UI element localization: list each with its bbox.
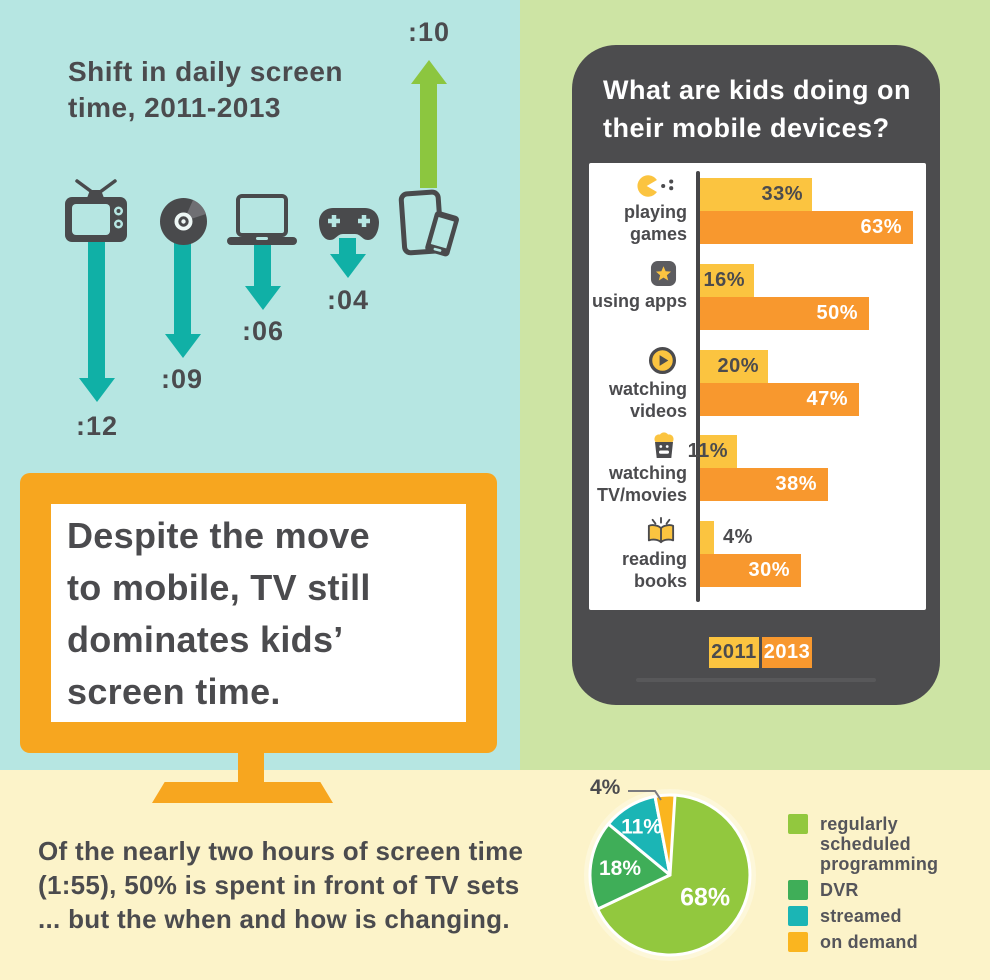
legend-item-dvr: DVR bbox=[788, 880, 988, 900]
tv-icon bbox=[65, 179, 127, 242]
tv-stand-base bbox=[152, 782, 333, 803]
tv-stand bbox=[238, 750, 264, 784]
bar-value: 47% bbox=[806, 388, 848, 410]
legend-label: streamed bbox=[820, 906, 902, 926]
dvd-change-label: :09 bbox=[160, 364, 204, 394]
book-icon bbox=[647, 517, 675, 544]
legend-swatch bbox=[788, 932, 808, 952]
row-meta: watching TV/movies bbox=[589, 431, 687, 506]
row-meta: using apps bbox=[589, 260, 687, 312]
mobile-chart-title: What are kids doing on their mobile devi… bbox=[603, 75, 912, 143]
activity-label: using apps bbox=[591, 291, 687, 311]
activity-label: watching TV/movies bbox=[596, 463, 687, 505]
tv-change-label: :12 bbox=[75, 411, 119, 441]
bar-value: 20% bbox=[717, 355, 759, 377]
legend-swatch bbox=[788, 880, 808, 900]
dvd-disc-icon bbox=[160, 198, 207, 245]
popcorn-icon bbox=[654, 432, 674, 458]
bar-value: 11% bbox=[687, 440, 728, 462]
legend-chip-2011: 2011 bbox=[709, 637, 759, 668]
row-meta: watching videos bbox=[589, 346, 687, 422]
decrease-arrow-games bbox=[329, 238, 366, 278]
pie-leader-line bbox=[628, 790, 662, 801]
bar-value: 38% bbox=[775, 473, 817, 495]
pie-value-label: 11% bbox=[621, 815, 662, 838]
bar-value: 50% bbox=[816, 302, 858, 324]
bar-value: 33% bbox=[761, 183, 803, 205]
bar-2011-using-apps: 16% bbox=[700, 264, 754, 297]
row-reading-books: reading books 4% 30% bbox=[589, 517, 926, 591]
pie-legend: regularly scheduled programming DVR stre… bbox=[788, 814, 988, 958]
legend-item-regular-programming: regularly scheduled programming bbox=[788, 814, 988, 874]
row-meta: reading books bbox=[589, 517, 687, 592]
phone-home-bar bbox=[636, 678, 876, 682]
bar-value: 16% bbox=[703, 269, 745, 291]
row-using-apps: using apps 16% 50% bbox=[589, 260, 926, 330]
laptop-change-label: :06 bbox=[241, 316, 285, 346]
bar-2011-reading-books: 4% bbox=[700, 521, 752, 554]
laptop-icon bbox=[227, 194, 297, 245]
bar-value: 63% bbox=[860, 216, 902, 238]
decrease-arrow-laptop bbox=[244, 236, 281, 310]
increase-arrow-mobile bbox=[410, 60, 447, 188]
chart-axis bbox=[696, 171, 700, 602]
pie-on-demand-label: 4% bbox=[590, 776, 621, 799]
tv-callout-frame: Despite the move to mobile, TV still dom… bbox=[20, 473, 497, 753]
pacman-icon bbox=[637, 175, 674, 197]
row-watching-tv-movies: watching TV/movies 11% 38% bbox=[589, 432, 926, 505]
legend-chip-2013: 2013 bbox=[762, 637, 812, 668]
activity-label: watching videos bbox=[608, 379, 687, 421]
bar-2013-reading-books: 30% bbox=[700, 554, 801, 587]
decrease-arrow-dvd bbox=[164, 238, 201, 358]
bar-2013-playing-games: 63% bbox=[700, 211, 913, 244]
activity-label: reading books bbox=[621, 549, 687, 591]
pie-value-label: 68% bbox=[680, 883, 730, 911]
bar-2011-watching-tv-movies: 11% bbox=[688, 435, 737, 468]
mobile-activities-chart: playing games 33% 63% using apps bbox=[589, 163, 926, 610]
game-controller-icon bbox=[319, 208, 379, 240]
bar-2011-watching-videos: 20% bbox=[700, 350, 768, 383]
legend-label: DVR bbox=[820, 880, 859, 900]
shift-chart-title: Shift in daily screen time, 2011-2013 bbox=[68, 56, 344, 123]
pie-slice-on-demand bbox=[653, 793, 677, 877]
tv-share-panel-background bbox=[0, 770, 990, 980]
bar-2013-using-apps: 50% bbox=[700, 297, 869, 330]
phone-mockup: What are kids doing on their mobile devi… bbox=[572, 45, 940, 705]
row-watching-videos: watching videos 20% 47% bbox=[589, 346, 926, 421]
legend-label: on demand bbox=[820, 932, 918, 952]
bar-value: 30% bbox=[748, 559, 790, 581]
bar-2013-watching-tv-movies: 38% bbox=[700, 468, 828, 501]
row-playing-games: playing games 33% 63% bbox=[589, 175, 926, 244]
legend-item-streamed: streamed bbox=[788, 906, 988, 926]
tv-viewing-pie-chart: 68% 18% 11% bbox=[584, 789, 756, 961]
activity-label: playing games bbox=[623, 202, 687, 244]
tv-share-caption: Of the nearly two hours of screen time (… bbox=[38, 836, 524, 934]
tv-callout-text: Despite the move to mobile, TV still dom… bbox=[67, 515, 371, 712]
pie-value-label: 18% bbox=[599, 857, 641, 880]
bar-2011-playing-games: 33% bbox=[700, 178, 812, 211]
legend-label: regularly scheduled programming bbox=[820, 814, 939, 874]
play-video-icon bbox=[648, 346, 677, 375]
row-meta: playing games bbox=[589, 174, 687, 245]
mobile-change-label: :10 bbox=[407, 17, 451, 47]
tablet-phone-icon bbox=[398, 189, 459, 257]
star-app-icon bbox=[650, 260, 677, 287]
bar-2013-watching-videos: 47% bbox=[700, 383, 859, 416]
pie-slice-regularly-scheduled-programming bbox=[596, 793, 752, 957]
legend-swatch bbox=[788, 814, 808, 834]
games-change-label: :04 bbox=[326, 285, 370, 315]
bar-value: 4% bbox=[723, 526, 753, 548]
legend-item-on-demand: on demand bbox=[788, 932, 988, 952]
legend-swatch bbox=[788, 906, 808, 926]
decrease-arrow-tv bbox=[78, 238, 115, 402]
pie-slice-dvr bbox=[588, 822, 672, 911]
